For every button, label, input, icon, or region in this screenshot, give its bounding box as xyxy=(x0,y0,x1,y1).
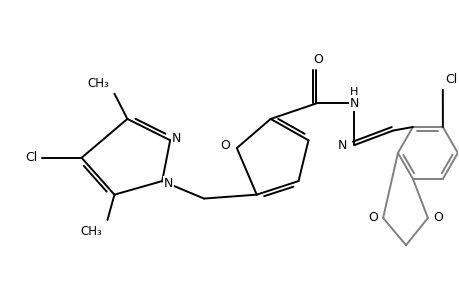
Text: O: O xyxy=(368,212,377,224)
Text: CH₃: CH₃ xyxy=(88,76,109,89)
Text: CH₃: CH₃ xyxy=(80,225,102,238)
Text: H: H xyxy=(349,87,358,97)
Text: N: N xyxy=(171,132,181,145)
Text: O: O xyxy=(220,140,230,152)
Text: O: O xyxy=(432,212,442,224)
Text: Cl: Cl xyxy=(444,73,456,85)
Text: N: N xyxy=(163,177,173,190)
Text: Cl: Cl xyxy=(25,151,38,164)
Text: N: N xyxy=(349,97,358,110)
Text: O: O xyxy=(313,53,323,66)
Text: N: N xyxy=(336,139,346,152)
